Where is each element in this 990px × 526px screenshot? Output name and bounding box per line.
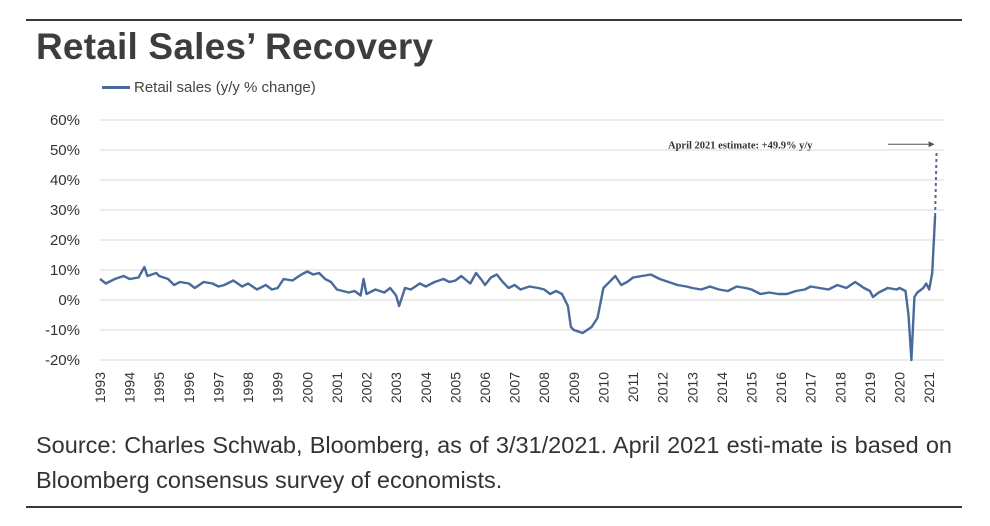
x-tick-label: 2008 (536, 372, 552, 403)
x-tick-label: 2011 (625, 372, 641, 402)
estimate-dashed-line (934, 150, 938, 217)
x-tick-label: 2005 (447, 372, 463, 403)
x-tick-label: 2010 (595, 372, 611, 403)
x-tick-label: 1999 (270, 372, 286, 403)
x-tick-label: 2001 (329, 372, 345, 403)
y-tick-label: 0% (58, 292, 80, 309)
x-tick-label: 2020 (892, 372, 908, 403)
y-tick-label: 60% (50, 112, 80, 129)
x-tick-label: 2004 (418, 372, 434, 403)
x-tick-label: 2016 (773, 372, 789, 403)
y-tick-label: -10% (45, 322, 80, 339)
x-tick-label: 2012 (655, 372, 671, 403)
chart-title: Retail Sales’ Recovery (36, 26, 434, 67)
x-tick-label: 2021 (921, 372, 937, 403)
x-tick-label: 2000 (299, 372, 315, 403)
y-tick-label: 20% (50, 232, 80, 249)
y-tick-label: 50% (50, 142, 80, 159)
source-note: Source: Charles Schwab, Bloomberg, as of… (36, 432, 952, 493)
legend-label: Retail sales (y/y % change) (134, 78, 316, 96)
legend-swatch (102, 85, 130, 89)
x-tick-label: 2015 (744, 372, 760, 403)
y-tick-label: 10% (50, 262, 80, 279)
x-tick-label: 2014 (714, 372, 730, 403)
legend: Retail sales (y/y % change) (102, 76, 316, 98)
x-tick-label: 2003 (388, 372, 404, 403)
x-tick-label: 2018 (832, 372, 848, 403)
x-tick-label: 2007 (507, 372, 523, 403)
y-tick-label: -20% (45, 352, 80, 369)
x-tick-label: 1996 (181, 372, 197, 403)
x-tick-label: 1997 (210, 372, 226, 403)
x-tick-label: 1998 (240, 372, 256, 403)
top-rule (26, 19, 962, 21)
x-tick-label: 2013 (684, 372, 700, 403)
x-tick-label: 1995 (151, 372, 167, 403)
x-tick-label: 1993 (92, 372, 108, 403)
y-tick-label: 30% (50, 202, 80, 219)
series-line (99, 215, 937, 362)
bottom-rule (26, 506, 962, 508)
x-tick-label: 2017 (803, 372, 819, 403)
x-tick-label: 1994 (122, 372, 138, 403)
y-tick-label: 40% (50, 172, 80, 189)
annotation-label: April 2021 estimate: +49.9% y/y (668, 140, 813, 151)
annotation-arrowhead (928, 141, 935, 148)
x-tick-label: 2006 (477, 372, 493, 403)
x-tick-label: 2009 (566, 372, 582, 403)
x-tick-label: 2002 (359, 372, 375, 403)
x-tick-label: 2019 (862, 372, 878, 403)
